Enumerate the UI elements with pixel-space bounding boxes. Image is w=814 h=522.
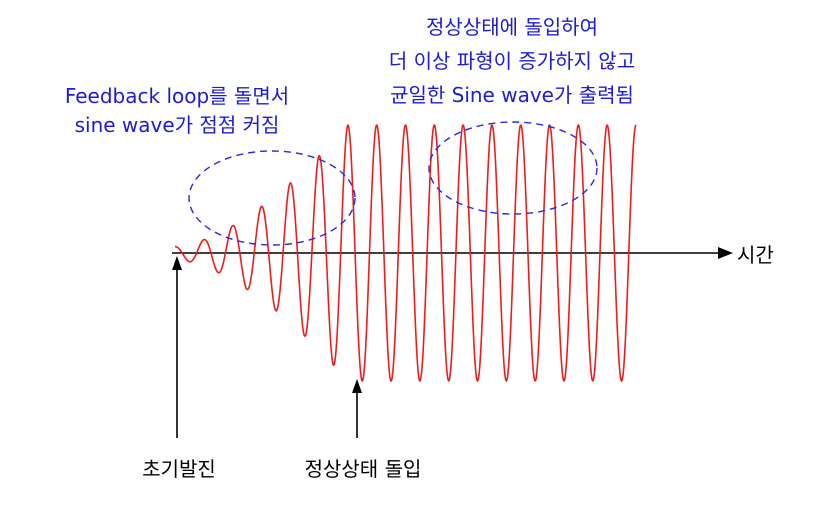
growth-annotation-line2: sine wave가 점점 커짐: [75, 113, 280, 137]
time-axis-label: 시간: [737, 243, 774, 267]
growth-region-ellipse: [188, 150, 356, 246]
steady-annotation-line2: 더 이상 파형이 증가하지 않고: [389, 49, 635, 73]
steady-annotation-line1: 정상상태에 돌입하여: [426, 15, 598, 39]
start-marker-label: 초기발진: [142, 457, 216, 481]
growth-annotation-line1: Feedback loop를 돌면서: [65, 84, 289, 108]
steady-marker-arrowhead: [352, 379, 362, 393]
steady-annotation-line3: 균일한 Sine wave가 출력됨: [390, 83, 634, 107]
steady-region-ellipse: [428, 121, 598, 215]
steady-marker-label: 정상상태 돌입: [305, 457, 422, 481]
start-marker-arrowhead: [172, 256, 182, 270]
time-axis-arrowhead: [718, 247, 733, 259]
sine-waveform: [174, 124, 637, 382]
